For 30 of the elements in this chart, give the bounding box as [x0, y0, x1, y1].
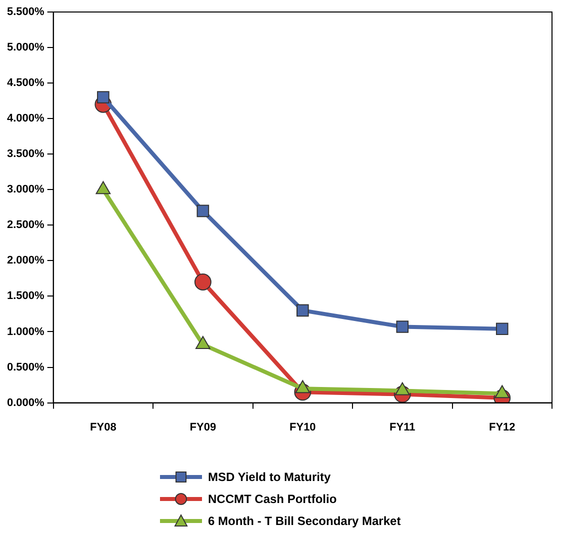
legend-label: 6 Month - T Bill Secondary Market: [208, 514, 401, 528]
point: [496, 322, 508, 336]
point: [494, 385, 510, 398]
point: [194, 274, 212, 291]
x-tick-label: FY11: [390, 421, 416, 434]
x-tick-label: FY08: [90, 421, 116, 434]
y-tick-label: 4.000%: [6, 112, 45, 125]
point: [295, 380, 310, 394]
legend-label: NCCMT Cash Portfolio: [208, 492, 337, 506]
y-tick-label: 4.500%: [6, 77, 45, 90]
y-tick-label: 5.500%: [6, 6, 45, 18]
point: [195, 336, 210, 350]
y-tick-label: 2.500%: [6, 219, 45, 232]
point: [97, 91, 110, 104]
point: [394, 382, 410, 396]
y-tick-label: 1.000%: [6, 326, 45, 338]
point: [196, 204, 210, 218]
y-tick-label: 0.000%: [6, 396, 45, 409]
y-tick-label: 1.500%: [6, 290, 45, 302]
point: [296, 304, 309, 317]
y-tick-label: 3.000%: [6, 184, 45, 196]
y-tick-label: 5.000%: [6, 42, 45, 54]
point: [396, 320, 409, 333]
y-tick-label: 0.500%: [6, 361, 45, 374]
y-tick-label: 3.500%: [6, 148, 45, 160]
legend-label: MSD Yield to Maturity: [208, 470, 331, 484]
x-tick-label: FY12: [488, 421, 516, 434]
x-tick-label: FY10: [290, 421, 316, 434]
y-tick-label: 2.000%: [6, 254, 45, 267]
x-tick-label: FY09: [190, 421, 216, 434]
